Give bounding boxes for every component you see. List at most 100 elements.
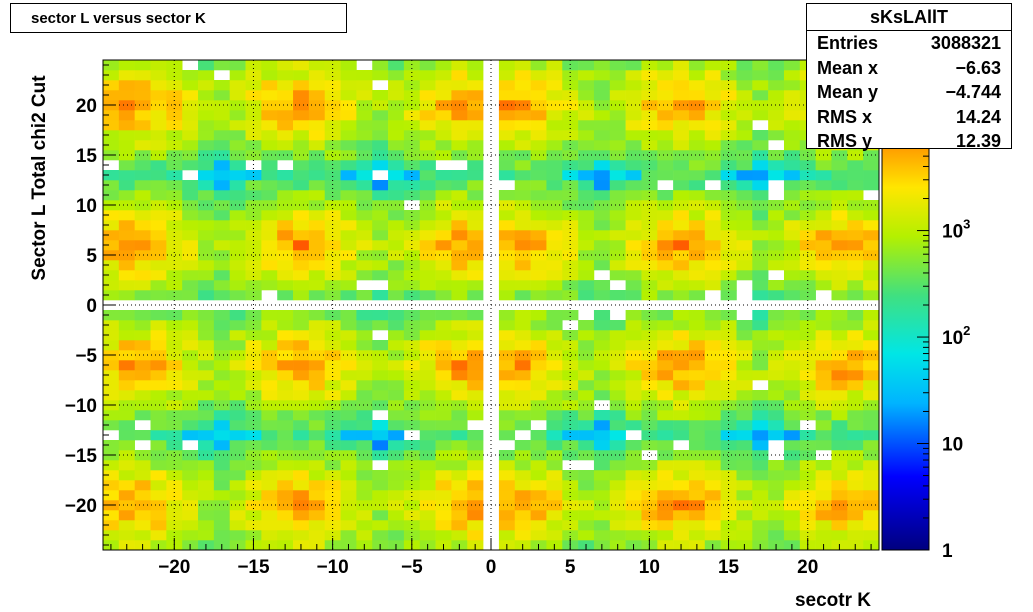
heatmap-cell (324, 220, 341, 231)
heatmap-cell (815, 280, 832, 291)
heatmap-cell (625, 130, 642, 141)
heatmap-cell (657, 490, 674, 501)
heatmap-cell (435, 280, 452, 291)
heatmap-cell (103, 270, 120, 281)
heatmap-cell (704, 360, 721, 371)
heatmap-cell (514, 120, 531, 131)
heatmap-cell (308, 530, 326, 541)
heatmap-cell (530, 90, 547, 101)
stats-label: RMS x (817, 106, 873, 127)
heatmap-cell (863, 390, 880, 401)
heatmap-cell (783, 230, 801, 241)
heatmap-cell (150, 80, 167, 91)
heatmap-cell (530, 190, 547, 201)
heatmap-cell (308, 290, 326, 301)
heatmap-cell (419, 280, 436, 291)
heatmap-cell (688, 450, 706, 461)
heatmap-cell (150, 120, 167, 131)
heatmap-cell (229, 370, 246, 381)
heatmap-cell (514, 470, 531, 481)
heatmap-cell (277, 80, 294, 91)
heatmap-cell (704, 480, 721, 491)
heatmap-cell (530, 230, 547, 241)
heatmap-cell (562, 340, 579, 351)
heatmap-cell (435, 510, 452, 521)
heatmap-cell (308, 320, 326, 331)
heatmap-cell (166, 120, 183, 131)
heatmap-cell (657, 350, 674, 361)
heatmap-cell (198, 230, 215, 241)
heatmap-cell (673, 370, 690, 381)
heatmap-cell (609, 370, 626, 381)
heatmap-cell (324, 450, 341, 461)
heatmap-cell (277, 460, 294, 471)
heatmap-cell (688, 520, 706, 531)
heatmap-cell (229, 530, 246, 541)
heatmap-cell (419, 240, 436, 251)
heatmap-cell (324, 290, 341, 301)
heatmap-cell (229, 260, 246, 271)
heatmap-cell (863, 310, 880, 321)
heatmap-cell (198, 280, 215, 291)
heatmap-cell (673, 100, 690, 111)
heatmap-cell (641, 150, 658, 161)
heatmap-cell (182, 180, 199, 191)
heatmap-cell (277, 90, 294, 101)
heatmap-cell (150, 190, 167, 201)
heatmap-cell (530, 320, 547, 331)
heatmap-cell (118, 230, 135, 241)
heatmap-cell (530, 370, 547, 381)
heatmap-cell (847, 410, 864, 421)
heatmap-cell (150, 280, 167, 291)
heatmap-cell (768, 360, 785, 371)
heatmap-cell (546, 230, 563, 241)
heatmap-cell (277, 360, 294, 371)
heatmap-cell (403, 140, 421, 151)
heatmap-cell (546, 420, 563, 431)
heatmap-cell (625, 440, 642, 451)
heatmap-cell (736, 470, 753, 481)
heatmap-cell (704, 90, 721, 101)
heatmap-cell (752, 360, 769, 371)
heatmap-cell (562, 370, 579, 381)
heatmap-cell (388, 260, 405, 271)
heatmap-cell (451, 140, 468, 151)
heatmap-cell (625, 80, 642, 91)
heatmap-cell (831, 390, 848, 401)
z-tick-label: 1 (942, 541, 953, 562)
heatmap-cell (863, 440, 880, 451)
heatmap-cell (783, 370, 801, 381)
heatmap-cell (593, 320, 611, 331)
heatmap-cell (293, 360, 310, 371)
heatmap-cell (324, 110, 341, 121)
heatmap-cell (261, 220, 278, 231)
heatmap-cell (768, 200, 785, 211)
heatmap-cell (578, 530, 595, 541)
heatmap-cell (182, 380, 199, 391)
heatmap-cell (625, 310, 642, 321)
heatmap-cell (103, 390, 120, 401)
heatmap-cell (688, 470, 706, 481)
heatmap-cell (625, 420, 642, 431)
heatmap-cell (308, 90, 326, 101)
heatmap-cell (704, 210, 721, 221)
heatmap-cell (831, 160, 848, 171)
heatmap-cell (768, 380, 785, 391)
heatmap-cell (593, 260, 611, 271)
heatmap-cell (403, 510, 421, 521)
heatmap-cell (752, 180, 769, 191)
heatmap-cell (198, 220, 215, 231)
heatmap-cell (688, 400, 706, 411)
heatmap-cell (372, 90, 389, 101)
heatmap-cell (372, 500, 389, 511)
heatmap-cell (103, 410, 120, 421)
heatmap-cell (578, 350, 595, 361)
heatmap-cell (293, 240, 310, 251)
heatmap-cell (514, 510, 531, 521)
heatmap-cell (783, 340, 801, 351)
heatmap-cell (356, 390, 373, 401)
heatmap-cell (530, 380, 547, 391)
heatmap-cell (372, 340, 389, 351)
heatmap-cell (593, 280, 611, 291)
heatmap-cell (324, 280, 341, 291)
